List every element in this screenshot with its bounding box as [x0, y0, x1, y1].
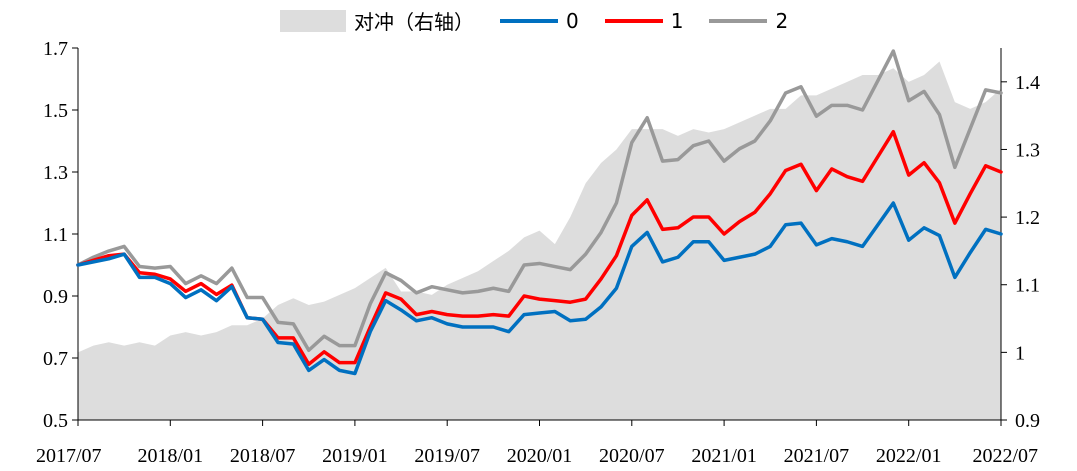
- right-tick-label-4: 1.3: [1015, 139, 1040, 161]
- legend-label-series-1: 1: [670, 8, 684, 33]
- x-tick-label-10: 2022/07: [972, 445, 1038, 467]
- legend-swatch-area: [280, 9, 346, 32]
- x-tick-label-1: 2018/01: [138, 445, 204, 467]
- right-tick-label-3: 1.2: [1015, 207, 1040, 229]
- x-tick-label-7: 2021/01: [691, 445, 757, 467]
- right-tick-label-1: 1: [1015, 342, 1025, 364]
- legend-item-series-1: 1: [604, 8, 684, 33]
- series-line-2: [76, 49, 1003, 352]
- x-tick-label-6: 2020/07: [599, 445, 665, 467]
- x-tick-label-4: 2019/07: [414, 445, 480, 467]
- x-tick-label-2: 2018/07: [230, 445, 296, 467]
- x-tick-label-5: 2020/01: [507, 445, 573, 467]
- x-tick-label-8: 2021/07: [784, 445, 850, 467]
- legend-item-series-2: 2: [709, 9, 788, 33]
- right-tick-label-0: 0.9: [1015, 410, 1040, 432]
- legend-swatch-series-1: [604, 18, 663, 23]
- legend-swatch-series-2: [709, 18, 768, 23]
- series-line-0: [76, 201, 1003, 376]
- left-tick-label-0: 0.5: [43, 410, 68, 432]
- left-tick-label-3: 1.1: [43, 224, 68, 246]
- legend-item-series-0: 0: [500, 9, 579, 33]
- x-tick-label-9: 2022/01: [876, 445, 942, 467]
- area-hedge: [78, 61, 1001, 420]
- chart-legend: 对冲（右轴） 0 1 2: [280, 6, 814, 35]
- x-tick-label-3: 2019/01: [322, 445, 388, 467]
- left-tick-label-4: 1.3: [43, 162, 68, 184]
- x-tick-label-0: 2017/07: [36, 445, 102, 467]
- legend-item-area: 对冲（右轴）: [280, 6, 474, 35]
- left-tick-label-6: 1.7: [43, 38, 68, 60]
- right-tick-label-5: 1.4: [1015, 72, 1040, 94]
- left-tick-label-2: 0.9: [43, 286, 68, 308]
- legend-label-area: 对冲（右轴）: [354, 10, 474, 34]
- legend-label-series-0: 0: [566, 8, 579, 33]
- right-tick-label-2: 1.1: [1015, 275, 1040, 297]
- legend-swatch-series-0: [500, 18, 558, 23]
- left-tick-label-5: 1.5: [43, 100, 68, 122]
- legend-label-series-2: 2: [775, 8, 789, 33]
- left-tick-label-1: 0.7: [43, 348, 68, 370]
